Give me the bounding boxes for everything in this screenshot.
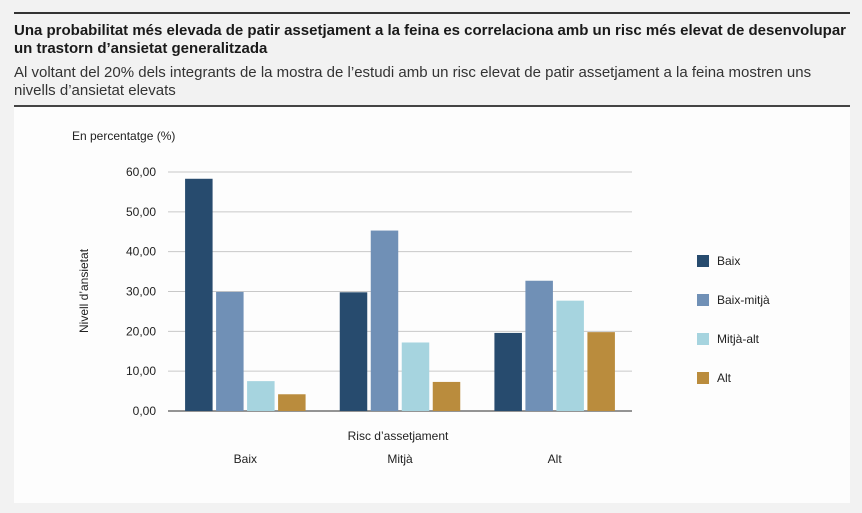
y-tick-label: 60,00	[126, 165, 156, 179]
bar-alt-2	[556, 300, 584, 411]
x-tick-label: Alt	[548, 452, 563, 466]
legend-swatch	[697, 333, 709, 345]
bars	[185, 178, 615, 411]
bar-mitjà-3	[432, 381, 461, 411]
y-axis-label: Nivell d’ansietat	[77, 248, 91, 333]
bar-baix-2	[247, 381, 275, 411]
bar-mitjà-1	[370, 230, 399, 411]
legend-label: Baix	[717, 254, 740, 268]
x-tick-label: Mitjà	[387, 452, 413, 466]
legend-label: Baix-mitjà	[717, 293, 770, 307]
y-tick-label: 20,00	[126, 324, 156, 338]
chart-panel	[14, 107, 850, 503]
chart-title: Una probabilitat més elevada de patir as…	[14, 22, 847, 57]
bar-mitjà-2	[401, 342, 430, 411]
legend-swatch	[697, 255, 709, 267]
legend-swatch	[697, 294, 709, 306]
bar-baix-3	[278, 394, 306, 411]
y-tick-labels: 0,00 10,00 20,00 30,00 40,00 50,00 60,00	[126, 165, 156, 418]
y-tick-label: 0,00	[133, 404, 157, 418]
legend-label: Mitjà-alt	[717, 332, 760, 346]
bar-baix-1	[216, 291, 244, 411]
legend-label: Alt	[717, 371, 732, 385]
legend: Baix Baix-mitjà Mitjà-alt Alt	[697, 254, 770, 385]
y-tick-label: 50,00	[126, 205, 156, 219]
x-axis-label: Risc d’assetjament	[348, 429, 449, 443]
top-rule	[14, 12, 850, 14]
header-rule	[14, 105, 850, 107]
y-tick-label: 30,00	[126, 285, 156, 299]
chart-subtitle: Al voltant del 20% dels integrants de la…	[14, 64, 812, 99]
unit-label: En percentatge (%)	[72, 129, 175, 143]
bar-mitjà-0	[339, 292, 368, 411]
x-tick-labels: Baix Mitjà Alt	[234, 452, 563, 466]
bar-baix-0	[185, 178, 213, 411]
x-tick-label: Baix	[234, 452, 257, 466]
legend-swatch	[697, 372, 709, 384]
bar-alt-1	[525, 280, 553, 411]
bar-alt-3	[587, 332, 615, 411]
y-tick-label: 10,00	[126, 364, 156, 378]
y-tick-label: 40,00	[126, 245, 156, 259]
grid-lines	[168, 171, 632, 412]
bar-alt-0	[494, 332, 522, 411]
